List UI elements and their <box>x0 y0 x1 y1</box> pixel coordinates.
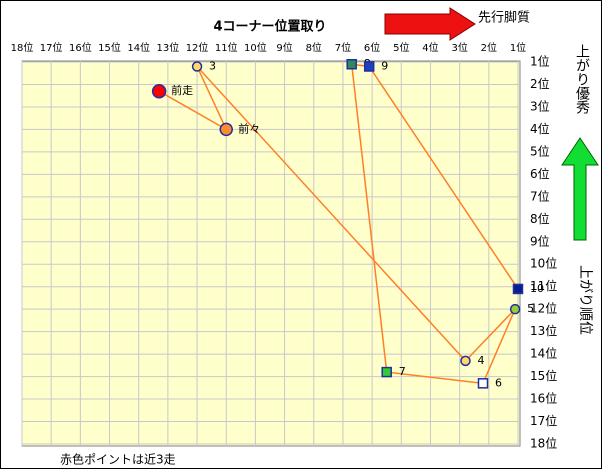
y-axis-label: 上がり順位 <box>577 265 593 335</box>
point-label: 4 <box>477 354 484 367</box>
annotation: 先行脚質 <box>478 10 530 26</box>
point-marker <box>477 378 489 389</box>
point-label: 前々 <box>238 121 260 135</box>
y-tick-label: 17位 <box>530 413 557 428</box>
point-marker <box>509 303 521 315</box>
x-tick-label: 12位 <box>186 41 209 54</box>
y-tick-label: 5位 <box>530 143 550 158</box>
point-marker <box>219 122 233 137</box>
x-tick-label: 6位 <box>364 41 380 54</box>
y-tick-label: 14位 <box>530 346 557 361</box>
point-marker <box>460 355 471 367</box>
point-label: 前走 <box>171 83 193 97</box>
point-label: 9 <box>381 59 388 72</box>
x-tick-label: 11位 <box>215 41 238 54</box>
x-tick-label: 8位 <box>306 41 322 54</box>
point-marker <box>381 366 392 378</box>
plot-area <box>21 60 521 447</box>
x-tick-label: 9位 <box>276 41 292 54</box>
x-tick-label: 15位 <box>98 41 121 54</box>
arrow-right <box>384 7 476 41</box>
y-tick-label: 3位 <box>530 98 550 113</box>
x-tick-label: 18位 <box>11 41 34 54</box>
x-tick-label: 13位 <box>157 41 180 54</box>
x-tick-label: 16位 <box>69 41 92 54</box>
x-tick-label: 5位 <box>393 41 409 54</box>
point-marker <box>151 83 167 99</box>
y-tick-label: 15位 <box>530 368 557 383</box>
x-tick-label: 2位 <box>481 41 497 54</box>
x-tick-label: 1位 <box>510 41 526 54</box>
point-marker <box>363 61 375 72</box>
point-marker <box>512 283 524 295</box>
arrow-up <box>561 137 599 241</box>
y-tick-label: 11位 <box>530 278 557 293</box>
y-tick-label: 2位 <box>530 76 550 91</box>
point-label: 5 <box>527 302 534 315</box>
y-tick-label: 16位 <box>530 391 557 406</box>
annotation: 上がり優秀 <box>574 44 590 115</box>
y-tick-label: 12位 <box>530 301 557 316</box>
point-marker <box>346 58 357 70</box>
x-tick-label: 3位 <box>451 41 467 54</box>
point-label: 10 <box>530 282 544 295</box>
y-tick-label: 10位 <box>530 256 557 271</box>
y-tick-label: 6位 <box>530 166 550 181</box>
grid <box>21 61 520 446</box>
x-tick-label: 10位 <box>244 41 267 54</box>
y-tick-label: 7位 <box>530 188 550 203</box>
y-tick-label: 8位 <box>530 211 550 226</box>
x-tick-label: 14位 <box>127 41 150 54</box>
y-tick-label: 13位 <box>530 323 557 338</box>
point-marker <box>191 61 203 72</box>
y-tick-label: 4位 <box>530 121 550 136</box>
annotation: 赤色ポイントは近3走 <box>60 453 176 467</box>
x-tick-label: 7位 <box>335 41 351 54</box>
point-label: 6 <box>495 376 502 389</box>
y-tick-label: 9位 <box>530 233 550 248</box>
connector-line <box>158 63 519 385</box>
y-tick-label: 1位 <box>530 54 550 69</box>
chart-title: 4コーナー位置取り <box>213 19 326 35</box>
y-tick-label: 18位 <box>530 436 557 451</box>
point-label: 3 <box>209 59 216 72</box>
x-tick-label: 4位 <box>422 41 438 54</box>
x-tick-label: 17位 <box>40 41 63 54</box>
point-label: 7 <box>399 365 406 378</box>
